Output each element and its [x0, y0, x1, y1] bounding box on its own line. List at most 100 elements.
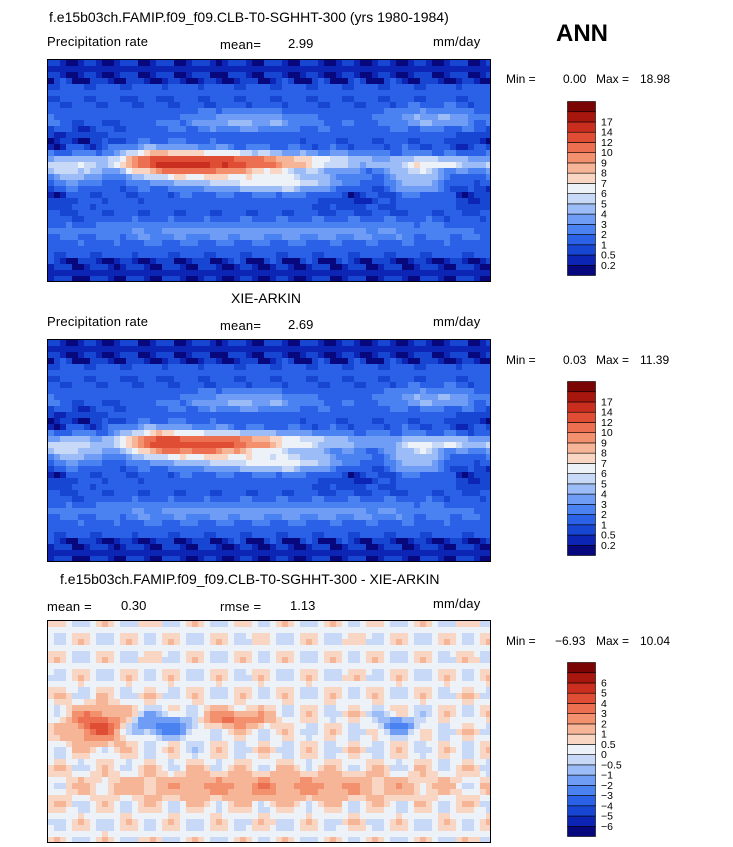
map-cell: [432, 376, 439, 383]
map-cell: [216, 270, 223, 277]
map-cell: [198, 340, 205, 347]
map-cell: [360, 436, 367, 443]
map-cell: [408, 460, 415, 467]
map-cell: [306, 84, 313, 91]
map-cell: [102, 96, 109, 103]
map-cell: [330, 352, 337, 359]
map-cell: [54, 240, 61, 247]
map-cell: [120, 258, 127, 265]
map-cell: [384, 394, 391, 401]
map-cell: [204, 60, 211, 67]
map-cell: [396, 376, 403, 383]
map-cell: [456, 216, 463, 223]
map-cell: [486, 90, 490, 97]
map-cell: [444, 102, 451, 109]
map-cell: [264, 340, 271, 347]
map-cell: [390, 406, 397, 413]
map-cell: [444, 72, 451, 79]
map-cell: [306, 448, 313, 455]
map-cell: [84, 216, 91, 223]
map-cell: [138, 162, 145, 169]
map-cell: [390, 424, 397, 431]
map-cell: [264, 174, 271, 181]
map-cell: [354, 204, 361, 211]
colorbar-swatch: [567, 131, 596, 143]
map-cell: [396, 168, 403, 175]
map-cell: [156, 382, 163, 389]
map-cell: [132, 508, 139, 515]
map-cell: [474, 180, 481, 187]
map-cell: [240, 448, 247, 455]
map-cell: [204, 162, 211, 169]
map-cell: [222, 346, 229, 353]
map-cell: [408, 78, 415, 85]
map-cell: [402, 352, 409, 359]
map-cell: [294, 174, 301, 181]
map-cell: [204, 66, 211, 73]
map-cell: [288, 90, 295, 97]
map-cell: [264, 460, 271, 467]
map-cell: [402, 490, 409, 497]
map-cell: [228, 96, 235, 103]
map-cell: [96, 258, 103, 265]
map-cell: [264, 234, 271, 241]
map-cell: [252, 406, 259, 413]
map-cell: [312, 186, 319, 193]
map-cell: [318, 96, 325, 103]
map-cell: [402, 430, 409, 437]
map-cell: [216, 168, 223, 175]
map-cell: [480, 186, 487, 193]
map-cell: [162, 150, 169, 157]
map-cell: [96, 514, 103, 521]
map-cell: [348, 72, 355, 79]
map-cell: [90, 358, 97, 365]
map-cell: [288, 460, 295, 467]
map-cell: [264, 352, 271, 359]
map-cell: [324, 204, 331, 211]
map-cell: [210, 120, 217, 127]
map-cell: [384, 90, 391, 97]
map-cell: [390, 430, 397, 437]
map-cell: [162, 186, 169, 193]
map-cell: [84, 472, 91, 479]
map-cell: [420, 78, 427, 85]
map-cell: [474, 484, 481, 491]
map-cell: [264, 96, 271, 103]
map-cell: [198, 120, 205, 127]
map-cell: [60, 228, 67, 235]
map-cell: [216, 388, 223, 395]
map-cell: [126, 234, 133, 241]
map-cell: [432, 364, 439, 371]
map-cell: [168, 228, 175, 235]
map-cell: [132, 138, 139, 145]
map-cell: [198, 132, 205, 139]
map-cell: [78, 198, 85, 205]
map-cell: [102, 340, 109, 347]
map-cell: [372, 276, 379, 281]
map-cell: [246, 460, 253, 467]
map-cell: [462, 394, 469, 401]
map-cell: [456, 258, 463, 265]
map-cell: [78, 508, 85, 515]
map-cell: [192, 120, 199, 127]
map-cell: [432, 240, 439, 247]
map-cell: [300, 204, 307, 211]
map-cell: [138, 198, 145, 205]
map-cell: [294, 66, 301, 73]
map-cell: [342, 198, 349, 205]
map-cell: [240, 406, 247, 413]
map-cell: [474, 376, 481, 383]
map-cell: [480, 222, 487, 229]
map-cell: [456, 448, 463, 455]
map-cell: [366, 472, 373, 479]
map-cell: [174, 120, 181, 127]
map-cell: [450, 108, 457, 115]
map-cell: [384, 406, 391, 413]
map-cell: [252, 156, 259, 163]
map-cell: [306, 418, 313, 425]
map-cell: [450, 270, 457, 277]
map-cell: [222, 340, 229, 347]
map-cell: [126, 340, 133, 347]
map-cell: [426, 72, 433, 79]
map-cell: [150, 240, 157, 247]
